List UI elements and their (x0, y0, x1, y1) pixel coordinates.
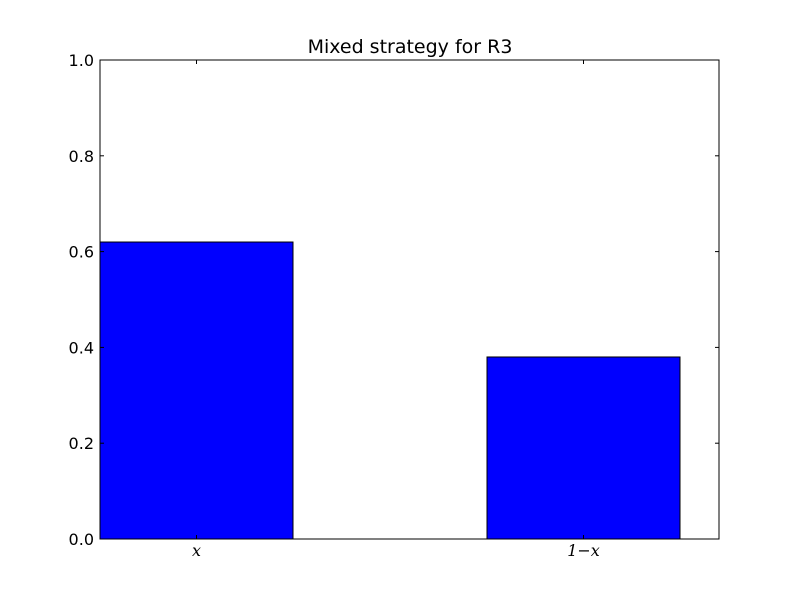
tick-labels-group: x 1−x 0.0 0.2 0.4 0.6 0.8 1.0 (69, 51, 600, 560)
bar-1 (486, 356, 681, 540)
bar-0 (99, 241, 294, 540)
axes-frame (99, 59, 720, 540)
bars-group (99, 241, 681, 540)
y-tick-label-2: 0.4 (69, 338, 94, 357)
x-tick-label-0: x (192, 541, 201, 560)
y-tick-label-3: 0.6 (69, 243, 94, 262)
x-tick-label-1: 1−x (567, 541, 600, 560)
y-tick-label-1: 0.2 (69, 434, 94, 453)
y-tick-label-5: 1.0 (69, 51, 94, 70)
y-tick-label-0: 0.0 (69, 530, 94, 549)
chart-title: Mixed strategy for R3 (308, 36, 513, 58)
y-tick-label-4: 0.8 (69, 147, 94, 166)
